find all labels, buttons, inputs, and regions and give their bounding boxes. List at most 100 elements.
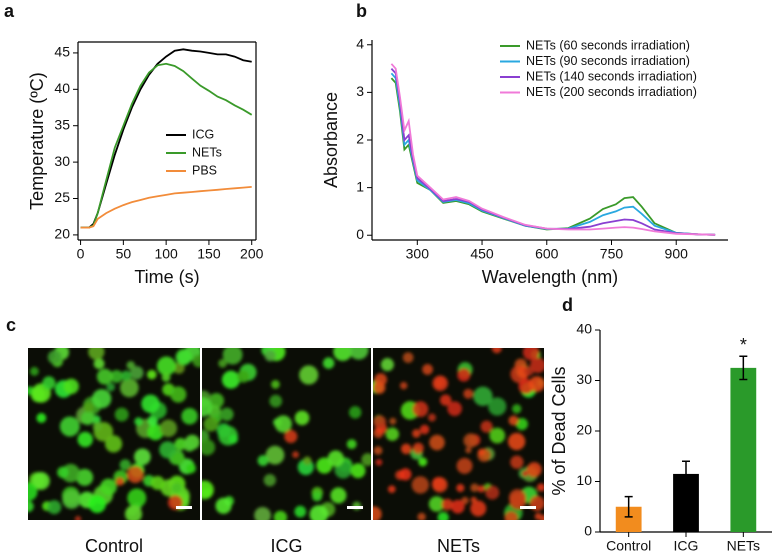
cell <box>299 365 319 385</box>
image-caption: ICG <box>270 536 302 556</box>
cell <box>222 348 243 365</box>
cell <box>264 350 276 362</box>
cell <box>83 402 95 413</box>
cell <box>537 483 544 492</box>
cell <box>263 473 276 487</box>
cell <box>126 466 144 483</box>
y-tick-label: 40 <box>576 321 592 337</box>
error-bar <box>682 460 690 488</box>
cell <box>489 427 506 444</box>
y-tick-label: 20 <box>576 422 592 438</box>
legend-label: NETs <box>192 145 222 159</box>
cell <box>62 490 81 509</box>
cell <box>88 495 106 513</box>
scale-bar <box>347 506 363 509</box>
x-tick-label: 150 <box>197 246 221 262</box>
cell <box>159 441 177 459</box>
cell <box>333 348 353 362</box>
image-caption: NETs <box>437 536 480 556</box>
cell <box>522 470 529 477</box>
x-axis-title: Wavelength (nm) <box>482 267 618 287</box>
cell <box>508 489 527 507</box>
cell <box>456 483 465 493</box>
cell <box>134 448 151 466</box>
cell <box>480 420 493 433</box>
cell <box>100 478 117 496</box>
y-tick-label: 25 <box>54 189 70 205</box>
cell <box>150 476 165 490</box>
legend-label: ICG <box>192 127 214 141</box>
x-tick-label: 300 <box>406 246 430 262</box>
cell <box>273 510 288 520</box>
cell <box>147 424 164 441</box>
cell <box>350 463 366 479</box>
cell <box>32 471 50 490</box>
cell <box>412 401 429 418</box>
cell <box>47 500 62 515</box>
cell <box>76 468 94 486</box>
cell <box>161 373 171 382</box>
cell <box>185 463 196 474</box>
y-tick-label: 1 <box>356 178 364 194</box>
cell <box>429 434 445 451</box>
cell <box>172 452 185 466</box>
cell <box>515 418 528 431</box>
cell <box>202 480 214 500</box>
line <box>390 77 716 236</box>
cell <box>451 499 465 514</box>
cell <box>428 496 445 512</box>
cell <box>375 458 383 466</box>
x-tick-label: 900 <box>665 246 689 262</box>
cell <box>465 447 472 454</box>
legend-label: PBS <box>192 163 217 177</box>
scale-bar <box>520 506 536 509</box>
cell <box>220 407 234 421</box>
cell <box>529 376 544 392</box>
cell <box>274 415 292 433</box>
x-tick-label: Control <box>606 538 651 554</box>
cell <box>42 376 56 390</box>
cell <box>77 431 93 448</box>
cell <box>504 511 518 520</box>
cell <box>389 417 397 425</box>
cell <box>215 497 232 514</box>
y-tick-label: 40 <box>54 80 70 96</box>
y-axis-title: Absorbance <box>321 92 341 188</box>
cell <box>119 378 139 398</box>
cell <box>303 456 312 465</box>
cell <box>257 455 269 467</box>
cell <box>457 368 471 382</box>
cell <box>447 401 462 416</box>
cell <box>141 394 160 413</box>
cell <box>120 370 132 382</box>
y-axis-title: Temperature (ºC) <box>27 72 47 210</box>
panel-letter: c <box>6 315 16 335</box>
cells <box>373 348 544 520</box>
cell <box>192 354 200 368</box>
y-tick-label: 2 <box>356 131 364 147</box>
cell <box>373 381 386 394</box>
cell <box>485 485 500 500</box>
x-axis-title: Time (s) <box>134 267 199 287</box>
y-tick-label: 3 <box>356 83 364 99</box>
cell <box>470 496 477 504</box>
cell <box>322 357 335 369</box>
cell <box>126 360 136 370</box>
y-axis-title: % of Dead Cells <box>549 366 569 495</box>
cell <box>36 413 47 423</box>
cell <box>174 438 187 451</box>
cell <box>402 352 414 363</box>
cells <box>202 348 371 520</box>
micrograph <box>202 348 371 520</box>
micrograph <box>373 348 544 520</box>
cell <box>96 368 113 385</box>
cell <box>522 348 540 361</box>
cell <box>399 468 412 481</box>
cell <box>309 505 329 520</box>
cell <box>473 386 493 406</box>
cell <box>470 483 479 492</box>
cell <box>294 505 307 518</box>
cell <box>115 477 125 486</box>
cell <box>127 488 147 508</box>
cell <box>284 429 298 444</box>
